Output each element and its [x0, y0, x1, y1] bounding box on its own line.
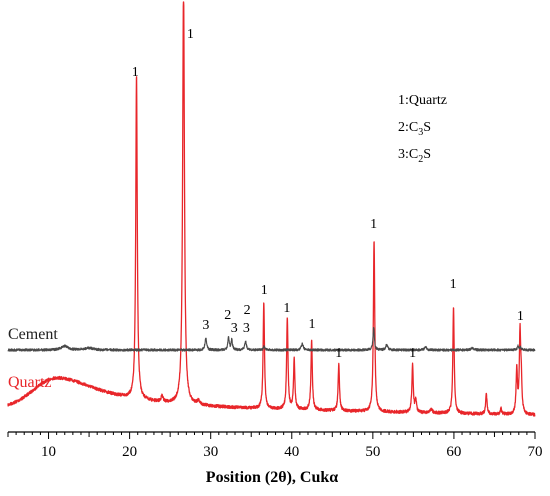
x-axis-label: Position (2θ), Cukα — [206, 469, 338, 486]
x-tick-label: 60 — [446, 444, 461, 460]
x-tick-label: 20 — [122, 444, 137, 460]
x-tick-label: 70 — [528, 444, 543, 460]
series-line-cement — [7, 326, 536, 352]
peak-label: 2 — [224, 308, 231, 323]
peak-label: 1 — [132, 65, 139, 80]
legend-entry: 3:C2S — [398, 147, 431, 165]
peak-label: 1 — [450, 277, 457, 292]
peak-label: 1 — [309, 317, 316, 332]
x-ticks: 10 20 30 40 50 60 70 — [7, 432, 543, 460]
peak-label: 1 — [517, 309, 524, 324]
series-line-quartz — [7, 1, 536, 417]
peak-label: 3 — [243, 321, 250, 336]
peak-label: 1 — [187, 27, 194, 42]
peak-label: 3 — [202, 318, 209, 333]
peak-label: 1 — [261, 283, 268, 298]
x-tick-label: 30 — [203, 444, 218, 460]
x-tick-label: 50 — [365, 444, 380, 460]
legend-entry: 2:C3S — [398, 120, 431, 138]
peak-label: 1 — [283, 301, 290, 316]
series-layer — [7, 1, 536, 417]
peak-label: 3 — [231, 321, 238, 336]
legend-entry: 1:Quartz — [398, 93, 447, 108]
x-tick-label: 10 — [41, 444, 56, 460]
series-label-quartz: Quartz — [8, 374, 52, 391]
peak-label: 1 — [335, 346, 342, 361]
peak-label: 1 — [370, 217, 377, 232]
peak-label: 2 — [244, 303, 251, 318]
legend: 1:Quartz 2:C3S 3:C2S — [398, 93, 447, 165]
peak-label: 1 — [409, 346, 416, 361]
series-label-cement: Cement — [8, 326, 58, 343]
x-tick-label: 40 — [284, 444, 299, 460]
